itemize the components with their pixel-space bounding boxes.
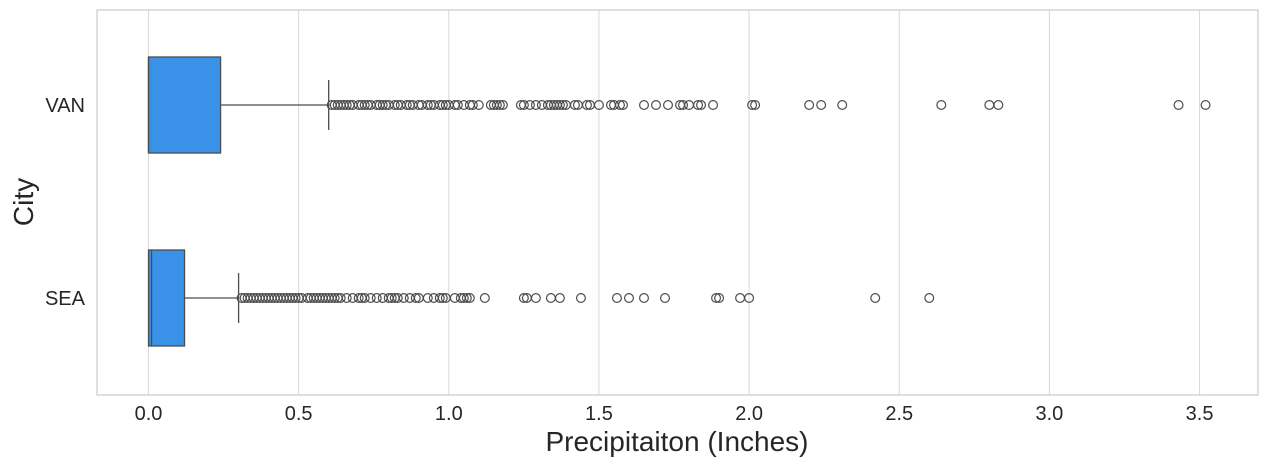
x-axis-label: Precipitaiton (Inches): [545, 426, 808, 457]
gridlines: [148, 10, 1201, 395]
outlier-point: [693, 99, 704, 110]
outlier-point: [714, 293, 725, 304]
y-axis-label: City: [8, 178, 39, 226]
iqr-box: [147, 249, 186, 347]
outlier-point: [359, 293, 370, 304]
y-axis-categories: VAN SEA: [45, 95, 86, 310]
outlier-point: [638, 99, 649, 110]
outlier-point: [684, 99, 695, 110]
outlier-point: [816, 99, 827, 110]
outlier-point: [614, 99, 625, 110]
outlier-point: [518, 293, 529, 304]
outlier-point: [984, 99, 995, 110]
outlier-point: [398, 293, 409, 304]
outlier-point: [554, 293, 565, 304]
x-axis-ticks: 0.0 0.5 1.0 1.5 2.0 2.5 3.0 3.5: [135, 403, 1214, 425]
outlier-point: [593, 99, 604, 110]
outlier-point: [663, 99, 674, 110]
outlier-point: [530, 99, 541, 110]
outlier-point: [750, 99, 761, 110]
outlier-point: [617, 99, 628, 110]
outlier-point: [494, 99, 505, 110]
outlier-point: [491, 99, 502, 110]
outlier-point: [557, 99, 568, 110]
outlier-point: [936, 99, 947, 110]
outlier-point: [660, 293, 671, 304]
outlier-point: [1173, 99, 1184, 110]
plot-border: [96, 9, 1259, 396]
outlier-point: [651, 99, 662, 110]
outlier-point: [341, 293, 352, 304]
x-tick-label: 0.0: [135, 403, 163, 425]
boxes: [147, 56, 1211, 347]
outlier-point: [437, 99, 448, 110]
iqr-box: [147, 56, 222, 154]
outlier-point: [924, 293, 935, 304]
x-tick-label: 3.5: [1186, 403, 1214, 425]
outlier-point: [461, 293, 472, 304]
outlier-point: [434, 293, 445, 304]
outlier-point: [341, 99, 352, 110]
outlier-point: [371, 293, 382, 304]
outlier-point: [290, 293, 301, 304]
outlier-point: [1200, 99, 1211, 110]
outlier-point: [623, 293, 634, 304]
x-tick-label: 2.5: [885, 403, 913, 425]
outlier-point: [804, 99, 815, 110]
outlier-point: [410, 293, 421, 304]
outlier-point: [708, 99, 719, 110]
outlier-point: [678, 99, 689, 110]
outlier-point: [437, 293, 448, 304]
y-tick-label: VAN: [45, 95, 85, 117]
outlier-point: [993, 99, 1004, 110]
outlier-point: [335, 293, 346, 304]
outlier-point: [389, 99, 400, 110]
outlier-point: [479, 293, 490, 304]
outlier-point: [473, 99, 484, 110]
outlier-point: [747, 99, 758, 110]
x-tick-label: 1.0: [435, 403, 463, 425]
outlier-point: [870, 293, 881, 304]
outlier-point: [497, 99, 508, 110]
outlier-point: [554, 99, 565, 110]
outlier-point: [611, 293, 622, 304]
outlier-point: [518, 99, 529, 110]
outlier-point: [392, 293, 403, 304]
outlier-point: [401, 99, 412, 110]
outlier-point: [524, 99, 535, 110]
outlier-point: [744, 293, 755, 304]
plot-frame: [96, 9, 1259, 396]
box-van: [147, 56, 1211, 154]
outlier-point: [530, 293, 541, 304]
outlier-point: [837, 99, 848, 110]
outlier-point: [329, 293, 340, 304]
outlier-point: [422, 99, 433, 110]
outlier-point: [581, 99, 592, 110]
x-tick-label: 0.5: [285, 403, 313, 425]
x-tick-label: 2.0: [735, 403, 763, 425]
x-tick-label: 1.5: [585, 403, 613, 425]
outlier-point: [359, 99, 370, 110]
outlier-point: [545, 293, 556, 304]
outlier-point: [638, 293, 649, 304]
outlier-point: [696, 99, 707, 110]
outlier-point: [365, 293, 376, 304]
x-tick-label: 3.0: [1035, 403, 1063, 425]
outlier-point: [386, 293, 397, 304]
y-tick-label: SEA: [45, 288, 86, 310]
outlier-point: [575, 293, 586, 304]
outlier-point: [452, 99, 463, 110]
outlier-point: [464, 293, 475, 304]
box-sea: [147, 249, 935, 347]
outlier-point: [377, 99, 388, 110]
outlier-point: [458, 293, 469, 304]
outlier-point: [422, 293, 433, 304]
outlier-point: [735, 293, 746, 304]
outlier-point: [353, 293, 364, 304]
outlier-point: [711, 293, 722, 304]
outlier-point: [569, 99, 580, 110]
outlier-point: [467, 99, 478, 110]
